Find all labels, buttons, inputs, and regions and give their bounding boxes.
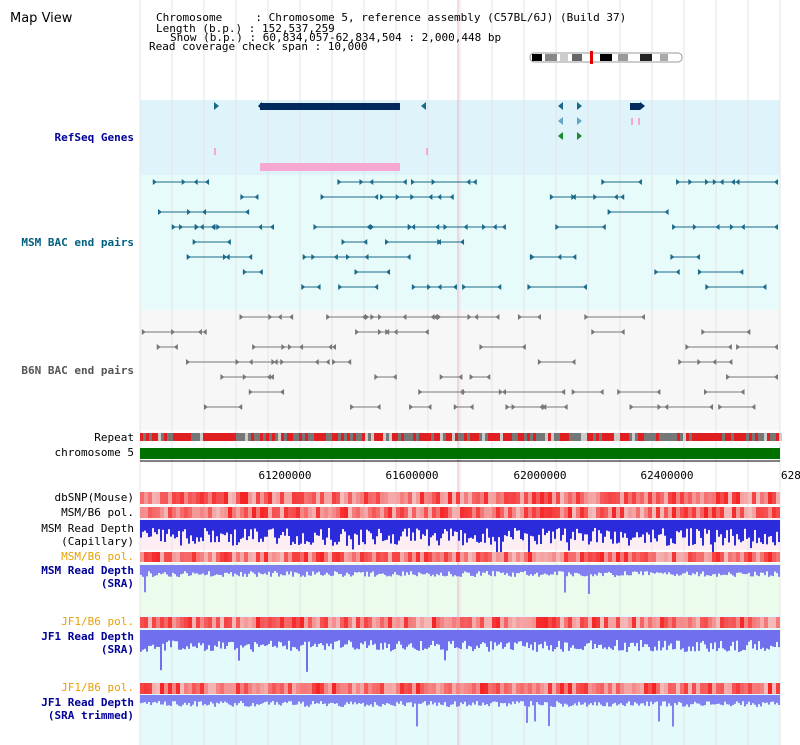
msm-depth-cap-track[interactable]: [140, 520, 780, 558]
msm-depth-sra-label: MSM Read Depth: [41, 564, 134, 577]
tick-label-1: 61200000: [259, 469, 312, 482]
chromosome-bar[interactable]: [140, 448, 780, 459]
repeat-label: Repeat: [94, 431, 134, 444]
msm-pol2-label: MSM/B6 pol.: [61, 550, 134, 563]
page-title: Map View: [10, 11, 73, 26]
chrom-label: chromosome 5: [55, 446, 134, 459]
msm-depth-cap-label: MSM Read Depth: [41, 522, 134, 535]
length-info: Length (b.p.) : 152,537,259: [156, 22, 335, 35]
jf1-depth-track[interactable]: [140, 630, 780, 672]
tick-label-3: 62000000: [514, 469, 567, 482]
show-info: Show (b.p.) : 60,834,057-62,834,504 : 2,…: [170, 31, 501, 44]
refseq-label[interactable]: RefSeq Genes: [55, 131, 134, 144]
jf1-trim-depth-track[interactable]: [140, 695, 780, 727]
tick-label-4: 62400000: [641, 469, 694, 482]
tick-label-5: 62800000: [781, 469, 800, 482]
msm-depth-sra-track[interactable]: [140, 565, 780, 594]
chromosome-info: Chromosome : Chromosome 5, reference ass…: [156, 11, 626, 24]
jf1-pol-heat-track[interactable]: [140, 617, 780, 628]
b6n-bac-pairs[interactable]: [141, 314, 778, 410]
b6n-bac-label[interactable]: B6N BAC end pairs: [21, 364, 134, 377]
jf1-pol2-label: JF1/B6 pol.: [61, 681, 134, 694]
tick-label-2: 61600000: [386, 469, 439, 482]
msm-pol-heat-track[interactable]: [140, 507, 780, 518]
msm-pol2-heat-track[interactable]: [140, 552, 780, 562]
jf1-trim-label: JF1 Read Depth: [41, 696, 134, 709]
msm-bac-pairs[interactable]: [152, 179, 778, 290]
jf1-depth-sublabel: (SRA): [101, 643, 134, 656]
refseq-genes-track[interactable]: [214, 102, 645, 171]
msm-depth-sra-sublabel: (SRA): [101, 577, 134, 590]
chromosome-ideogram[interactable]: [529, 51, 683, 64]
jf1-depth-label: JF1 Read Depth: [41, 630, 134, 643]
msm-pol-label: MSM/B6 pol.: [61, 506, 134, 519]
jf1-pol2-heat-track[interactable]: [140, 683, 780, 694]
msm-depth-cap-sublabel: (Capillary): [61, 535, 134, 548]
ideogram-position-marker: [590, 51, 593, 64]
scale-axis: 61200000 61600000 62000000 62400000 6280…: [140, 460, 800, 482]
repeat-track[interactable]: [140, 433, 782, 441]
dbsnp-heat-track[interactable]: [140, 492, 780, 504]
span-info: Read coverage check span : 10,000: [149, 40, 368, 53]
msm-bac-label[interactable]: MSM BAC end pairs: [21, 236, 134, 249]
dbsnp-label: dbSNP(Mouse): [55, 491, 134, 504]
jf1-pol-label: JF1/B6 pol.: [61, 615, 134, 628]
jf1-trim-sublabel: (SRA trimmed): [48, 709, 134, 722]
